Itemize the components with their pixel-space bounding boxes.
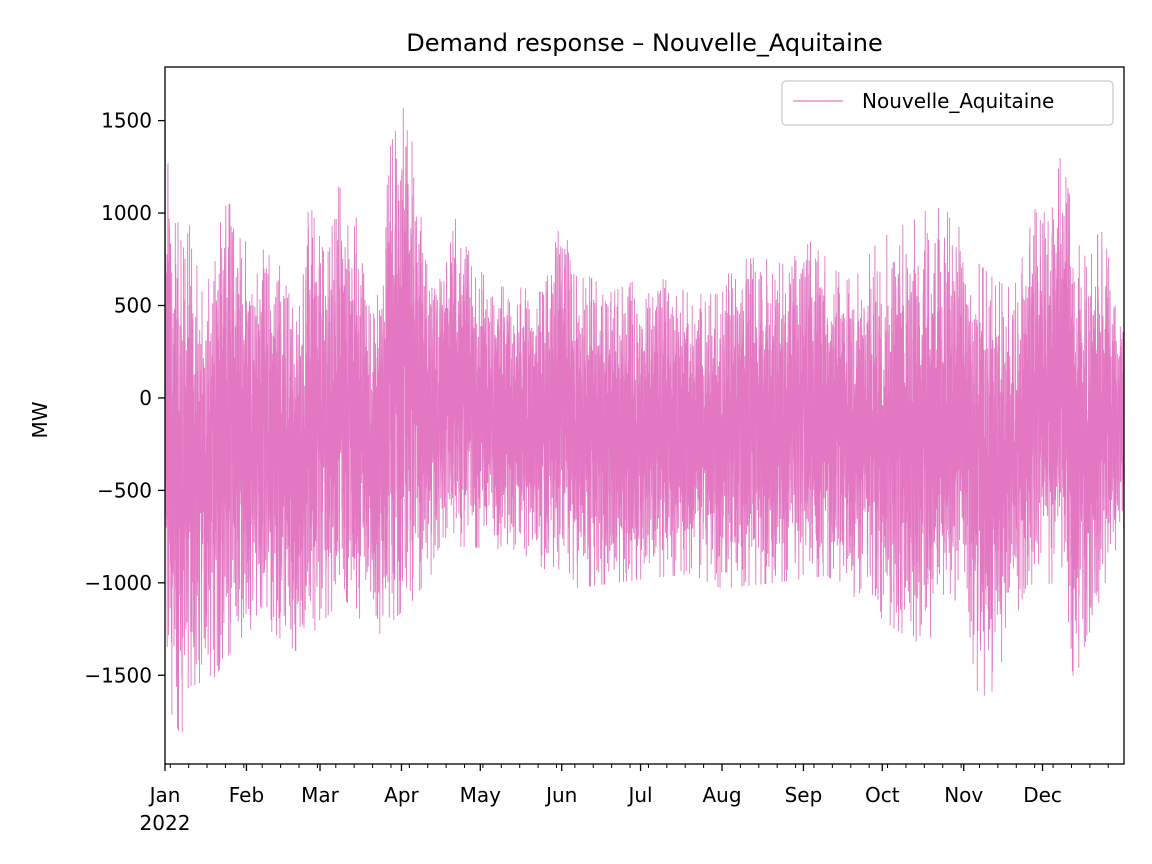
x-tick-label: Sep bbox=[785, 783, 823, 807]
x-tick-label: Apr bbox=[384, 783, 419, 807]
x-tick-label: Jun bbox=[544, 783, 577, 807]
x-axis-year-label: 2022 bbox=[140, 811, 191, 835]
x-tick-label: Feb bbox=[229, 783, 264, 807]
y-tick-label: −1500 bbox=[84, 663, 152, 687]
series-line-nouvelle-aquitaine bbox=[165, 107, 1124, 733]
y-tick-label: 1000 bbox=[101, 201, 152, 225]
x-tick-label: Dec bbox=[1023, 783, 1062, 807]
legend-box bbox=[781, 80, 1114, 126]
x-tick-label: Mar bbox=[301, 783, 340, 807]
x-tick-label: May bbox=[460, 783, 502, 807]
plot-frame bbox=[164, 66, 1125, 765]
plot-area bbox=[165, 107, 1124, 733]
y-tick-label: −1000 bbox=[84, 571, 152, 595]
series-layer bbox=[165, 107, 1124, 733]
y-tick-label: −500 bbox=[97, 478, 152, 502]
y-axis-label: MW bbox=[28, 401, 52, 438]
chart-title: Demand response – Nouvelle_Aquitaine bbox=[406, 29, 882, 57]
legend-label: Nouvelle_Aquitaine bbox=[862, 89, 1054, 113]
x-tick-label: Jul bbox=[626, 783, 652, 807]
y-tick-label: 0 bbox=[139, 386, 152, 410]
x-tick-label: Jan bbox=[148, 783, 181, 807]
x-tick-label: Oct bbox=[865, 783, 900, 807]
legend: Nouvelle_Aquitaine bbox=[781, 80, 1114, 126]
y-tick-label: 500 bbox=[114, 293, 152, 317]
x-tick-label: Aug bbox=[702, 783, 741, 807]
y-axis: −1500 −1000 −500 0 500 1000 1500 bbox=[84, 109, 165, 687]
x-axis: Jan Feb Mar Apr May Jun Jul Aug Sep Oct Nov Dec bbox=[148, 764, 1109, 807]
x-tick-label: Nov bbox=[944, 783, 983, 807]
y-tick-label: 1500 bbox=[101, 109, 152, 133]
